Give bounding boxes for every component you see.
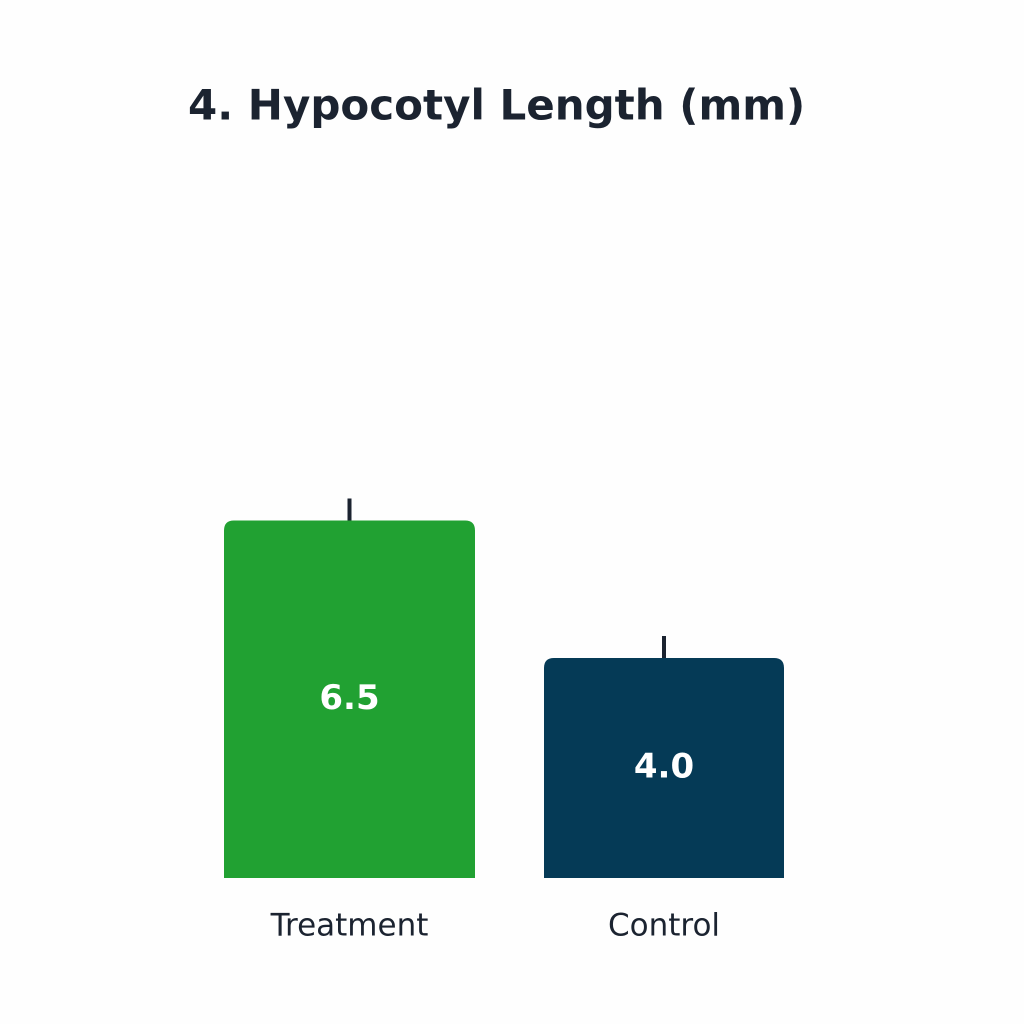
bar (544, 658, 784, 878)
value-label: 6.5 (319, 678, 379, 718)
x-tick-label: Control (608, 908, 720, 944)
chart-title: 4. Hypocotyl Length (mm) (188, 81, 805, 130)
bar (224, 520, 475, 878)
value-label: 4.0 (634, 747, 694, 787)
x-tick-label: Treatment (270, 908, 429, 944)
